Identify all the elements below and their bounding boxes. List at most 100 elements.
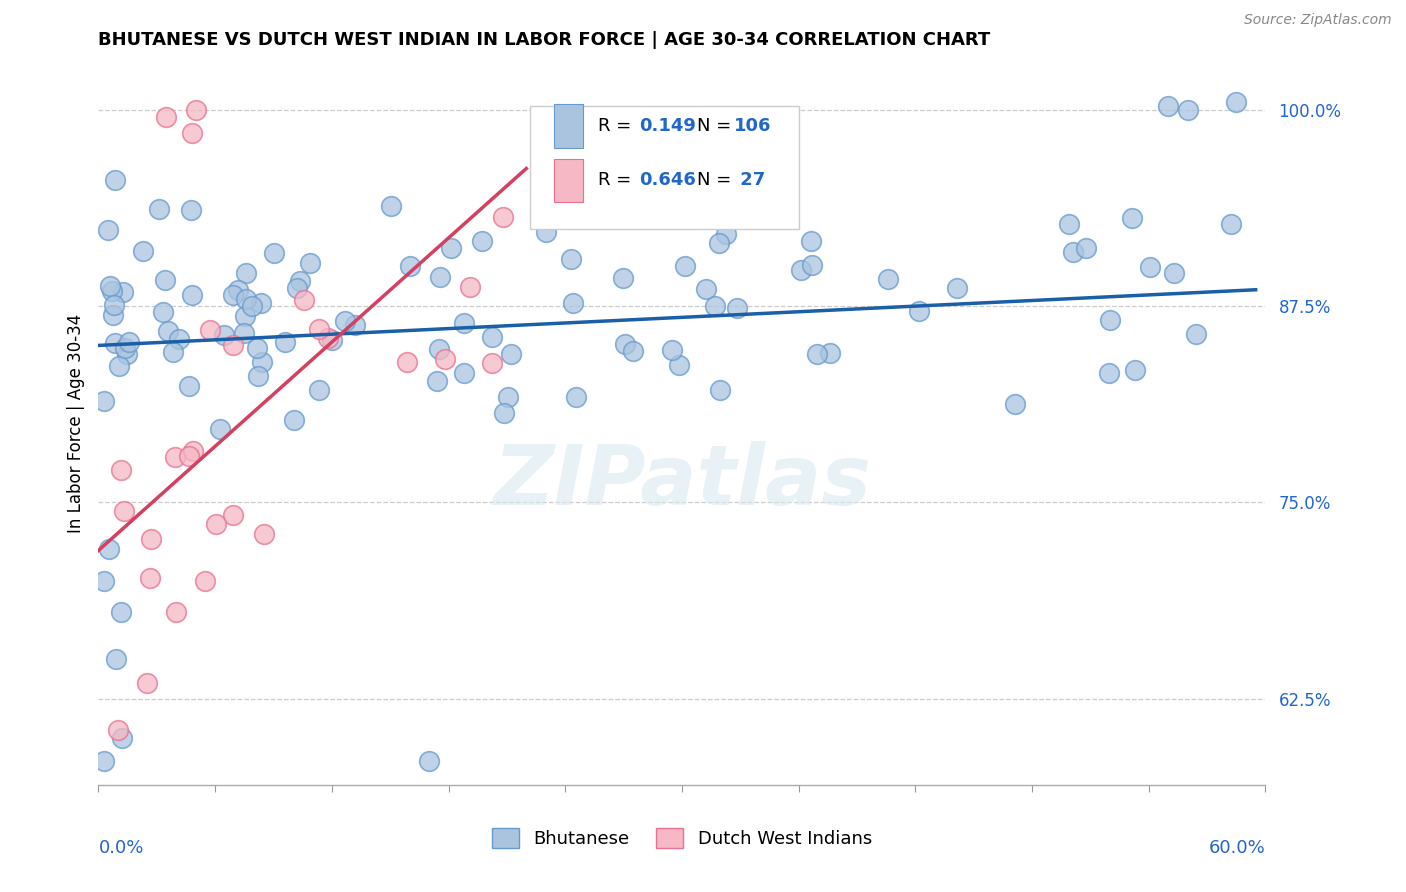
Point — [613, 337, 636, 351]
Point — [800, 258, 823, 272]
Point — [321, 333, 343, 347]
Point — [177, 449, 200, 463]
Point — [108, 359, 131, 373]
Point — [184, 103, 207, 117]
Point — [1225, 95, 1247, 109]
Point — [152, 305, 174, 319]
Point — [1157, 99, 1180, 113]
Point — [429, 270, 451, 285]
Point — [458, 280, 481, 294]
Point — [298, 256, 321, 270]
Point — [1185, 326, 1208, 341]
Point — [103, 309, 125, 323]
Point — [1177, 103, 1199, 117]
Point — [536, 226, 558, 240]
Point — [1121, 211, 1143, 225]
Point — [908, 304, 931, 318]
Point — [249, 296, 271, 310]
Text: N =: N = — [697, 117, 737, 135]
Point — [155, 111, 177, 125]
Point — [101, 285, 124, 299]
Text: 0.0%: 0.0% — [98, 839, 143, 857]
Point — [246, 341, 269, 355]
Point — [492, 211, 515, 225]
Point — [114, 341, 136, 355]
Text: 0.149: 0.149 — [638, 117, 696, 135]
FancyBboxPatch shape — [554, 104, 582, 148]
Point — [253, 526, 276, 541]
Point — [565, 390, 588, 404]
Point — [946, 281, 969, 295]
Point — [335, 314, 357, 328]
Point — [93, 755, 115, 769]
Point — [97, 222, 120, 236]
Point — [1139, 260, 1161, 275]
Point — [93, 574, 115, 588]
Point — [107, 723, 129, 737]
Point — [118, 334, 141, 349]
Point — [668, 359, 690, 373]
Point — [181, 288, 204, 302]
Point — [1098, 366, 1121, 380]
Point — [471, 234, 494, 248]
Point — [222, 508, 245, 522]
Text: N =: N = — [697, 171, 737, 189]
FancyBboxPatch shape — [530, 106, 799, 228]
Point — [222, 337, 245, 351]
Point — [148, 202, 170, 217]
Point — [818, 346, 841, 360]
Point — [426, 374, 449, 388]
Point — [716, 227, 738, 241]
Point — [232, 326, 254, 341]
Point — [290, 274, 312, 288]
Point — [380, 199, 402, 213]
Point — [877, 271, 900, 285]
Point — [162, 344, 184, 359]
Point — [157, 324, 180, 338]
Point — [252, 354, 274, 368]
Point — [98, 542, 121, 557]
Point — [235, 309, 257, 323]
Point — [110, 605, 132, 619]
Point — [274, 334, 297, 349]
Point — [212, 328, 235, 343]
Text: 60.0%: 60.0% — [1209, 839, 1265, 857]
Point — [440, 241, 463, 255]
Point — [433, 352, 456, 367]
Point — [1057, 217, 1080, 231]
Point — [228, 283, 250, 297]
Point — [399, 259, 422, 273]
Point — [612, 271, 634, 285]
Text: R =: R = — [598, 117, 637, 135]
Point — [263, 246, 285, 260]
Point — [194, 574, 217, 588]
Point — [560, 252, 582, 266]
Text: BHUTANESE VS DUTCH WEST INDIAN IN LABOR FORCE | AGE 30-34 CORRELATION CHART: BHUTANESE VS DUTCH WEST INDIAN IN LABOR … — [98, 31, 991, 49]
Y-axis label: In Labor Force | Age 30-34: In Labor Force | Age 30-34 — [66, 314, 84, 533]
Point — [240, 299, 263, 313]
Text: 27: 27 — [734, 171, 766, 189]
Point — [153, 272, 176, 286]
Point — [427, 343, 450, 357]
Point — [112, 503, 135, 517]
Point — [695, 282, 717, 296]
Text: Source: ZipAtlas.com: Source: ZipAtlas.com — [1244, 13, 1392, 28]
Point — [562, 296, 585, 310]
Point — [93, 394, 115, 409]
Point — [664, 184, 686, 198]
Text: R =: R = — [598, 171, 637, 189]
Point — [661, 343, 683, 357]
Point — [179, 379, 201, 393]
Point — [104, 335, 127, 350]
Point — [1098, 313, 1121, 327]
Point — [132, 244, 155, 258]
Point — [103, 298, 125, 312]
Point — [181, 443, 204, 458]
Point — [165, 605, 187, 619]
Point — [222, 288, 245, 302]
Point — [790, 263, 813, 277]
Point — [292, 293, 315, 308]
Text: 0.646: 0.646 — [638, 171, 696, 189]
Point — [180, 126, 202, 140]
Point — [396, 354, 419, 368]
